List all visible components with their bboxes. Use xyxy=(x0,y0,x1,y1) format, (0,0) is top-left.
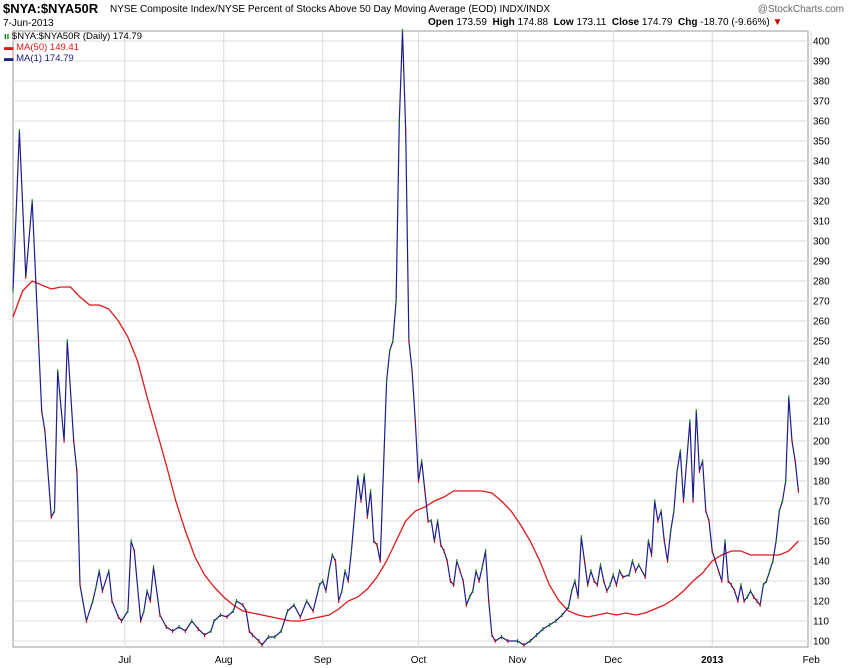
y-tick-label: 100 xyxy=(813,637,830,648)
y-tick-label: 360 xyxy=(813,117,830,128)
y-tick-label: 170 xyxy=(813,497,830,508)
x-tick-label: Jul xyxy=(118,655,131,666)
y-tick-label: 140 xyxy=(813,557,830,568)
y-tick-label: 400 xyxy=(813,37,830,48)
ma50-series-line[interactable] xyxy=(12,280,799,622)
high-label: High xyxy=(492,17,515,28)
close-label: Close xyxy=(611,17,640,28)
down-arrow-icon: ▼ xyxy=(772,17,783,28)
candle-icon: ıı xyxy=(4,31,10,42)
x-tick-label: Nov xyxy=(509,655,527,666)
chart-header: $NYA:$NYA50R NYSE Composite Index/NYSE P… xyxy=(0,0,850,32)
legend-ma1: ▬ MA(1) 174.79 xyxy=(4,53,74,64)
legend-main: ıı $NYA:$NYA50R (Daily) 174.79 xyxy=(4,31,142,42)
y-tick-label: 350 xyxy=(813,137,830,148)
y-tick-label: 370 xyxy=(813,97,830,108)
x-tick-label: Sep xyxy=(314,655,332,666)
y-tick-label: 330 xyxy=(813,177,830,188)
y-tick-label: 190 xyxy=(813,457,830,468)
chg-value: -18.70 (-9.66%) xyxy=(700,17,770,28)
x-tick-label: Feb xyxy=(803,655,821,666)
open-label: Open xyxy=(428,17,454,28)
y-tick-label: 210 xyxy=(813,417,830,428)
legend-ma50-label: MA(50) 149.41 xyxy=(16,42,79,53)
y-tick-label: 340 xyxy=(813,157,830,168)
x-tick-label: Aug xyxy=(215,655,233,666)
y-tick-label: 130 xyxy=(813,577,830,588)
symbol-title[interactable]: $NYA:$NYA50R xyxy=(3,1,99,16)
y-tick-label: 280 xyxy=(813,277,830,288)
y-tick-label: 300 xyxy=(813,237,830,248)
x-tick-label: Dec xyxy=(604,655,622,666)
y-tick-label: 220 xyxy=(813,397,830,408)
legend-ma1-label: MA(1) 174.79 xyxy=(16,53,74,64)
watermark[interactable]: @StockCharts.com xyxy=(757,4,844,15)
y-tick-label: 270 xyxy=(813,297,830,308)
low-value: 173.11 xyxy=(576,17,607,28)
y-tick-label: 290 xyxy=(813,257,830,268)
legend-main-label: $NYA:$NYA50R (Daily) 174.79 xyxy=(11,31,142,42)
ma50-swatch-icon: ▬ xyxy=(4,42,14,53)
quote-date: 7-Jun-2013 xyxy=(3,18,54,29)
open-value: 173.59 xyxy=(456,17,487,28)
y-tick-label: 240 xyxy=(813,357,830,368)
low-label: Low xyxy=(553,17,574,28)
y-tick-label: 310 xyxy=(813,217,830,228)
x-tick-label: 2013 xyxy=(701,655,724,666)
y-tick-label: 180 xyxy=(813,477,830,488)
y-tick-label: 120 xyxy=(813,597,830,608)
plot-area xyxy=(12,30,809,648)
x-tick-label: Oct xyxy=(411,655,427,666)
high-value: 174.88 xyxy=(517,17,549,28)
legend-ma50: ▬ MA(50) 149.41 xyxy=(4,42,79,53)
y-tick-label: 200 xyxy=(813,437,830,448)
y-tick-label: 110 xyxy=(813,617,829,628)
y-tick-label: 250 xyxy=(813,337,830,348)
symbol-description: NYSE Composite Index/NYSE Percent of Sto… xyxy=(110,4,551,15)
y-tick-label: 150 xyxy=(813,537,830,548)
ohlc-readout: Open 173.59 High 174.88 Low 173.11 Close… xyxy=(428,17,782,28)
y-tick-label: 320 xyxy=(813,197,830,208)
y-tick-label: 160 xyxy=(813,517,830,528)
y-tick-label: 260 xyxy=(813,317,830,328)
close-value: 174.79 xyxy=(641,17,673,28)
chg-label: Chg xyxy=(678,17,698,28)
y-tick-label: 390 xyxy=(813,57,830,68)
ma1-swatch-icon: ▬ xyxy=(4,53,14,64)
y-tick-label: 230 xyxy=(813,377,830,388)
y-tick-label: 380 xyxy=(813,77,830,88)
